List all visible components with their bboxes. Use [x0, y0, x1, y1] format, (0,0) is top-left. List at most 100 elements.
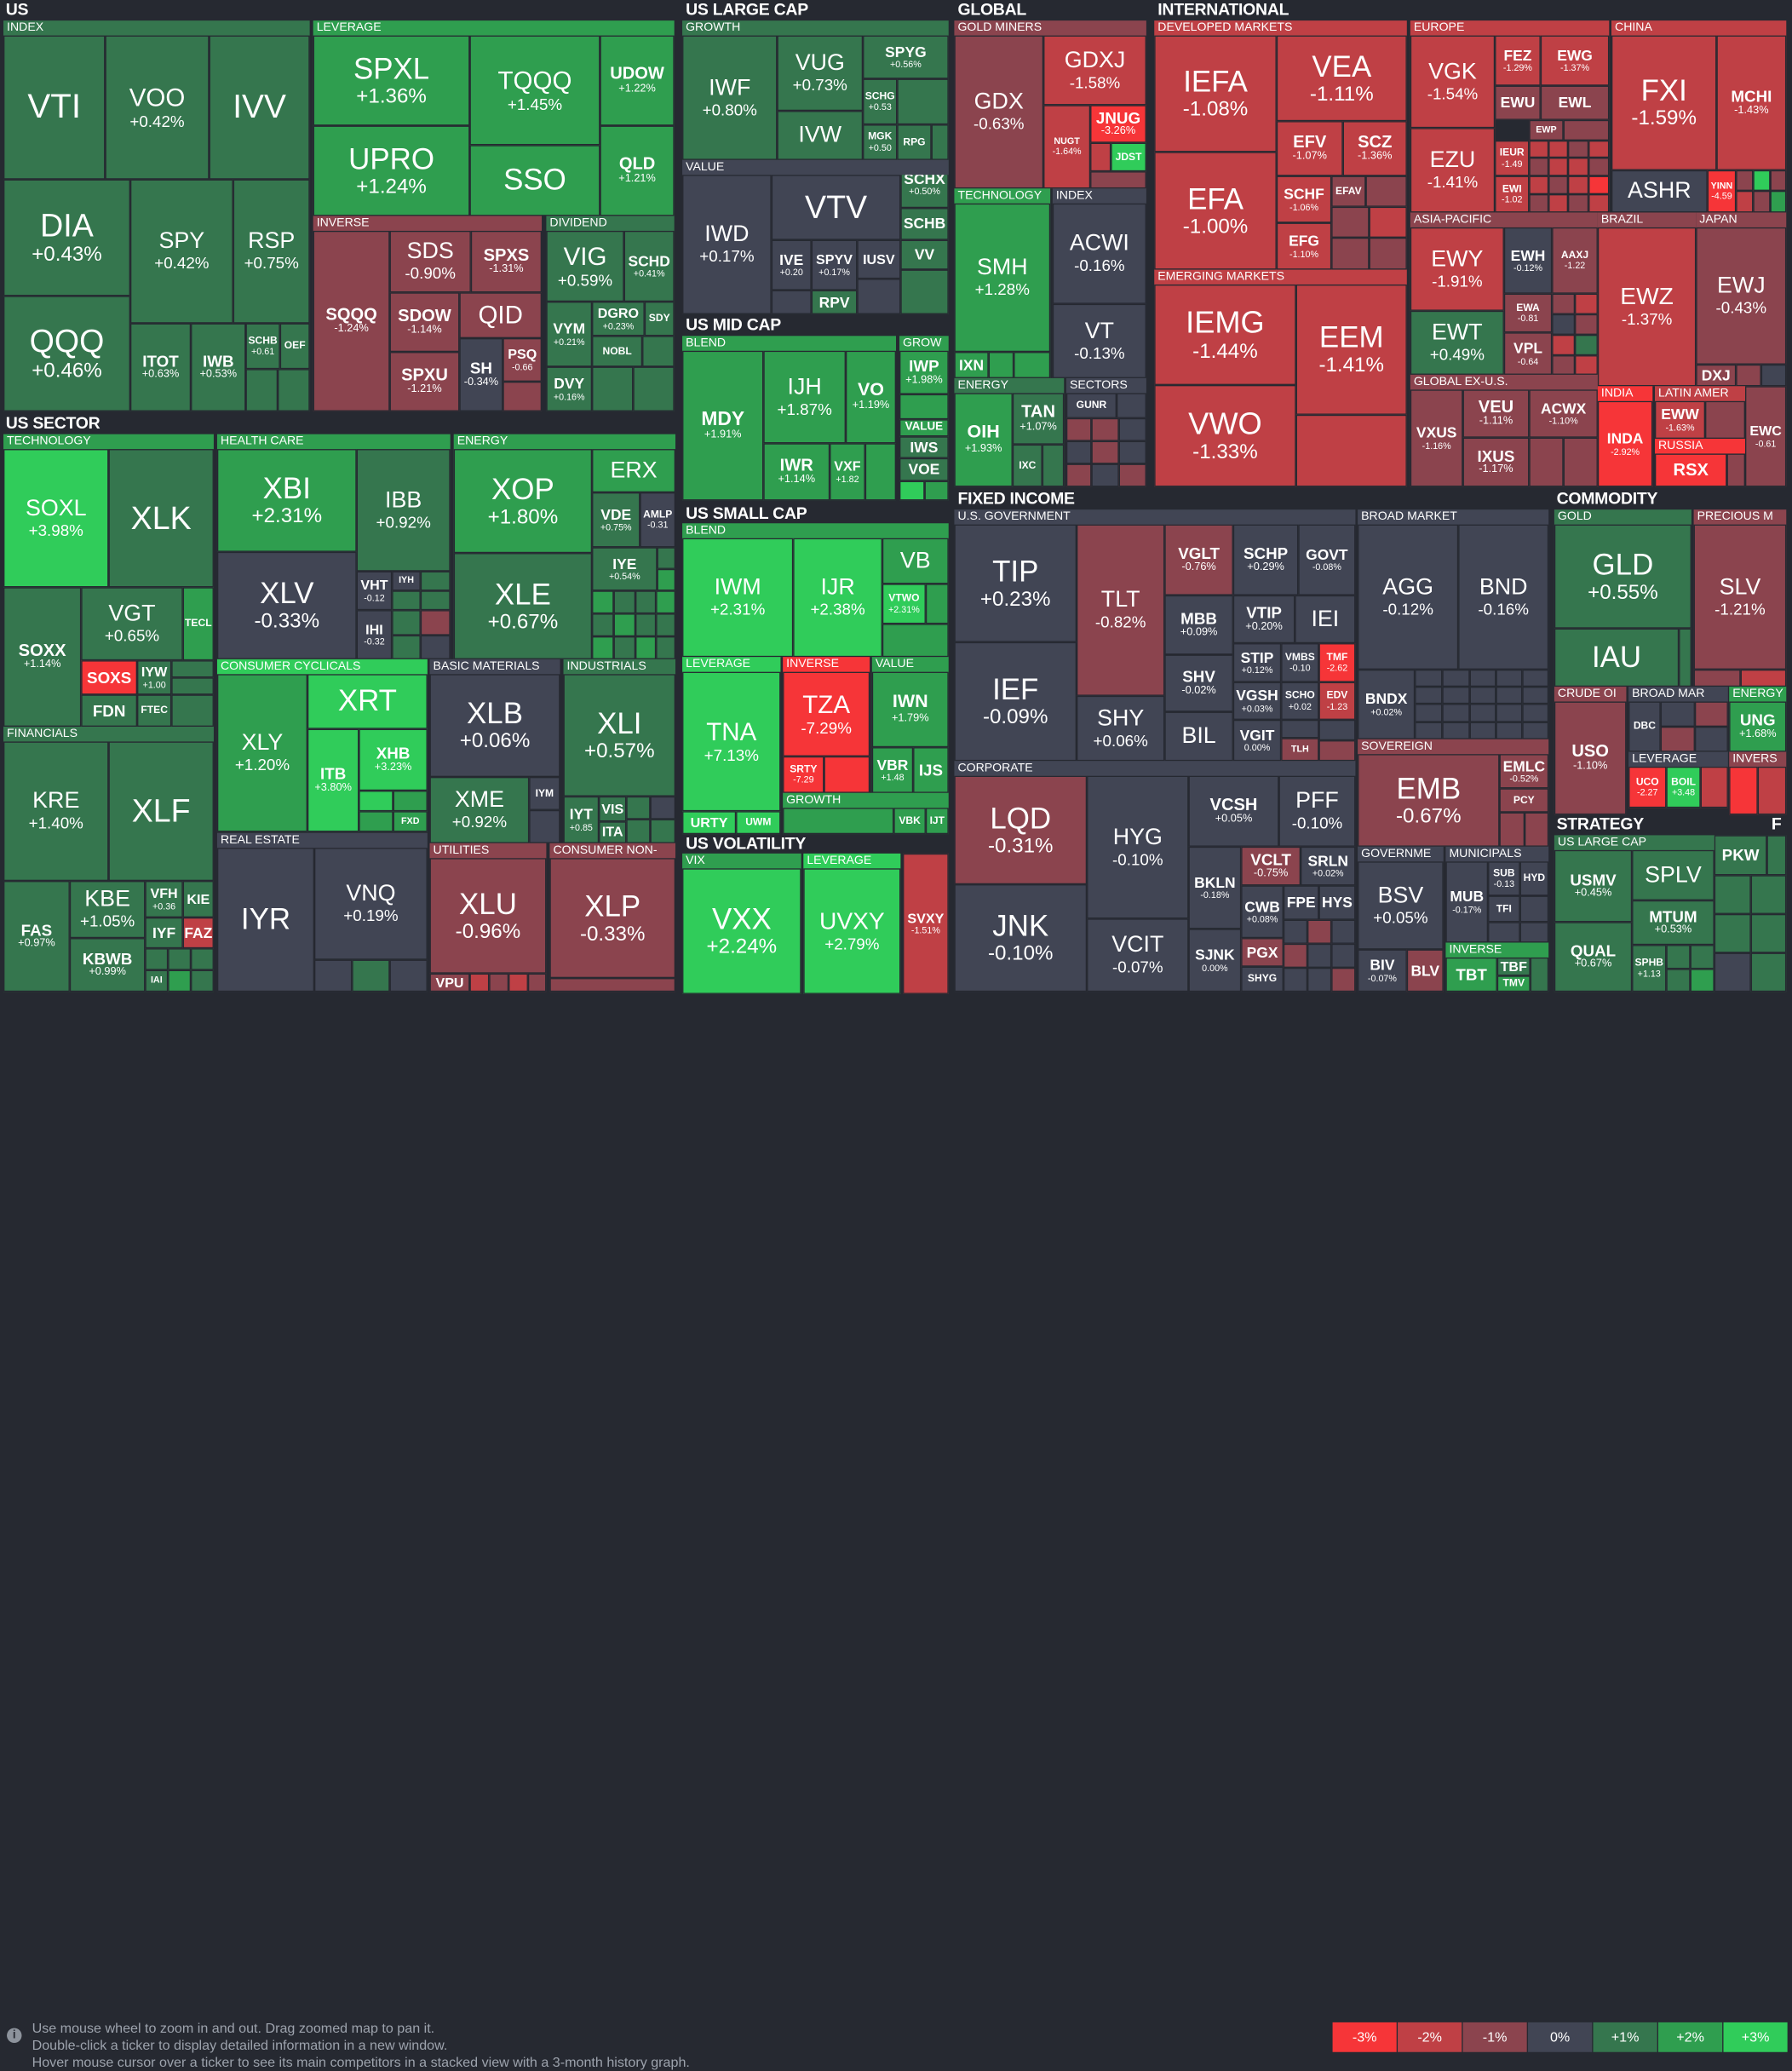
tile-minor[interactable]: [469, 973, 490, 992]
tile-xrt[interactable]: XRT: [307, 674, 428, 729]
tile-soxl[interactable]: SOXL +3.98%: [3, 449, 109, 588]
tile-xli[interactable]: XLI +0.57%: [563, 674, 676, 797]
tile-uwm[interactable]: UWM: [736, 811, 781, 835]
tile-minor[interactable]: [925, 584, 949, 624]
tile-minor[interactable]: [1331, 206, 1370, 238]
tile-minor[interactable]: [824, 756, 870, 793]
tile-minor[interactable]: [1091, 440, 1119, 464]
tile-minor[interactable]: [783, 808, 894, 835]
tile-minor[interactable]: [1736, 190, 1754, 213]
tile-minor[interactable]: [1568, 175, 1589, 194]
tile-minor[interactable]: [1118, 463, 1146, 487]
tile-minor[interactable]: [1318, 719, 1356, 741]
tile-iyw[interactable]: IYW +1.00: [137, 660, 172, 695]
tile-mbb[interactable]: MBB +0.09%: [1164, 595, 1233, 655]
tile-tlt[interactable]: TLT -0.82%: [1077, 524, 1165, 696]
tile-minor[interactable]: [1588, 158, 1610, 176]
tile-minor[interactable]: [392, 590, 421, 611]
tile-sdow[interactable]: SDOW -1.14%: [389, 292, 460, 353]
tile-ief[interactable]: IEF -0.09%: [954, 641, 1077, 762]
tile-ihi[interactable]: IHI -0.32: [356, 610, 393, 659]
tile-spxs[interactable]: SPXS -1.31%: [470, 230, 543, 293]
tile-minor[interactable]: [1331, 967, 1356, 992]
tile-biv[interactable]: BIV -0.07%: [1358, 949, 1407, 992]
tile-jnk[interactable]: JNK -0.10%: [954, 884, 1088, 992]
tile-minor[interactable]: [1331, 237, 1370, 270]
tile-vxf[interactable]: VXF +1.82: [830, 443, 865, 501]
tile-minor[interactable]: [1552, 314, 1576, 335]
tile-mdy[interactable]: MDY +1.91%: [682, 350, 764, 501]
tile-vxus[interactable]: VXUS -1.16%: [1410, 389, 1463, 487]
tile-minor[interactable]: [549, 978, 676, 992]
tile-vis[interactable]: VIS: [599, 796, 627, 822]
tile-ivw[interactable]: IVW: [777, 111, 864, 160]
tile-minor[interactable]: [899, 394, 949, 420]
tile-fas[interactable]: FAS +0.97%: [3, 881, 70, 992]
tile-ewu[interactable]: EWU: [1495, 85, 1541, 120]
tile-ive[interactable]: IVE +0.20: [771, 239, 812, 291]
tile-ixn[interactable]: IXN: [954, 352, 989, 378]
tile-minor[interactable]: [1552, 334, 1576, 356]
tile-vpu[interactable]: VPU: [429, 973, 470, 992]
tile-uso[interactable]: USO -1.10%: [1554, 701, 1627, 815]
tile-minor[interactable]: [1295, 414, 1407, 487]
tile-tqqq[interactable]: TQQQ +1.45%: [469, 35, 600, 146]
tile-minor[interactable]: [1548, 140, 1569, 158]
tile-minor[interactable]: [924, 480, 949, 501]
tile-minor[interactable]: [633, 366, 675, 411]
tile-tbf[interactable]: TBF: [1496, 957, 1531, 976]
tile-hyg[interactable]: HYG -0.10%: [1087, 775, 1189, 919]
tile-minor[interactable]: [1307, 967, 1332, 992]
tile-minor[interactable]: [1750, 952, 1787, 992]
tile-minor[interactable]: [1318, 740, 1356, 762]
tile-minor[interactable]: [1415, 687, 1443, 705]
tile-iwr[interactable]: IWR +1.14%: [763, 443, 830, 501]
tile-minor[interactable]: [1700, 766, 1728, 808]
tile-minor[interactable]: [592, 613, 614, 637]
tile-minor[interactable]: [508, 973, 528, 992]
tile-minor[interactable]: [191, 969, 214, 992]
tile-minor[interactable]: [1283, 919, 1308, 944]
tile-tmv[interactable]: TMV: [1496, 975, 1531, 992]
tile-minor[interactable]: [1065, 463, 1092, 487]
tile-vde[interactable]: VDE +0.75%: [592, 492, 640, 548]
tile-minor[interactable]: [613, 636, 636, 659]
tile-eem[interactable]: EEM -1.41%: [1295, 284, 1407, 415]
tile-dgro[interactable]: DGRO +0.23%: [592, 302, 645, 337]
tile-gdxj[interactable]: GDXJ -1.58%: [1043, 35, 1146, 106]
tile-minor[interactable]: [1469, 669, 1496, 687]
tile-minor[interactable]: [1469, 687, 1496, 705]
tile-ewp[interactable]: EWP: [1529, 119, 1564, 141]
tile-schp[interactable]: SCHP +0.29%: [1232, 524, 1299, 595]
tile-minor[interactable]: [857, 279, 901, 314]
tile-minor[interactable]: [1065, 417, 1092, 441]
tile-splv[interactable]: SPLV: [1632, 849, 1714, 900]
tile-minor[interactable]: [171, 694, 214, 727]
tile-minor[interactable]: [1753, 170, 1771, 191]
tile-minor[interactable]: [1736, 364, 1761, 387]
tile-jnug[interactable]: JNUG -3.26%: [1090, 105, 1146, 143]
tile-tan[interactable]: TAN +1.07%: [1012, 393, 1065, 445]
tile-minor[interactable]: [1690, 945, 1714, 969]
tile-minor[interactable]: [988, 352, 1014, 378]
tile-minor[interactable]: [1568, 140, 1589, 158]
tile-schf[interactable]: SCHF -1.06%: [1276, 175, 1332, 223]
tile-xle[interactable]: XLE +0.67%: [453, 553, 593, 659]
tile-fez[interactable]: FEZ -1.29%: [1495, 35, 1541, 86]
tile-shv[interactable]: SHV -0.02%: [1164, 654, 1233, 712]
tile-minor[interactable]: [1575, 355, 1598, 375]
tile-minor[interactable]: [1714, 952, 1751, 992]
tile-voo[interactable]: VOO +0.42%: [105, 35, 210, 180]
tile-minor[interactable]: [171, 677, 214, 695]
tile-minor[interactable]: [1529, 158, 1549, 176]
tile-efg[interactable]: EFG -1.10%: [1276, 222, 1332, 270]
tile-minor[interactable]: [1496, 687, 1523, 705]
tile-minor[interactable]: [392, 610, 421, 636]
tile-schb[interactable]: SCHB +0.61: [245, 323, 280, 370]
tile-minor[interactable]: [1415, 722, 1443, 739]
tile-mchi[interactable]: MCHI -1.43%: [1716, 35, 1787, 170]
tile-minor[interactable]: [1499, 812, 1525, 847]
tile-minor[interactable]: [1575, 293, 1598, 314]
tile-minor[interactable]: [656, 590, 676, 614]
tile-urty[interactable]: URTY: [682, 811, 737, 835]
